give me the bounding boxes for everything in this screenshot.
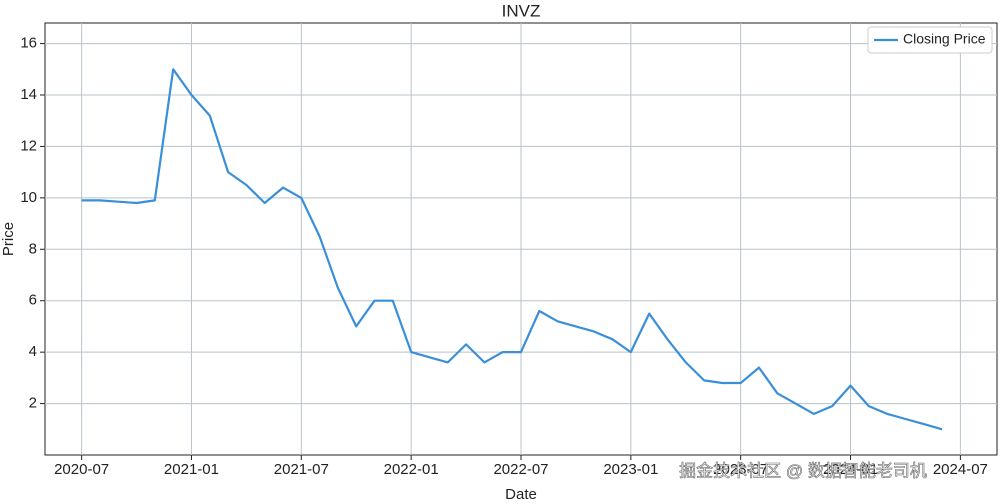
y-tick-label: 14 bbox=[20, 86, 37, 103]
x-tick-label: 2023-01 bbox=[603, 461, 658, 478]
y-tick-label: 8 bbox=[29, 240, 37, 257]
y-tick-label: 16 bbox=[20, 35, 37, 52]
y-tick-label: 6 bbox=[29, 292, 37, 309]
y-tick-label: 10 bbox=[20, 189, 37, 206]
x-tick-label: 2022-07 bbox=[493, 461, 548, 478]
x-tick-label: 2021-07 bbox=[274, 461, 329, 478]
x-tick-label: 2024-07 bbox=[933, 461, 988, 478]
y-tick-label: 2 bbox=[29, 395, 37, 412]
watermark: 掘金技术社区 @ 数据智能老司机 bbox=[679, 461, 927, 480]
legend-label: Closing Price bbox=[903, 31, 986, 47]
x-tick-label: 2021-01 bbox=[164, 461, 219, 478]
x-tick-label: 2020-07 bbox=[54, 461, 109, 478]
x-tick-label: 2022-01 bbox=[384, 461, 439, 478]
y-tick-label: 4 bbox=[29, 343, 37, 360]
y-tick-label: 12 bbox=[20, 137, 37, 154]
x-axis-label: Date bbox=[505, 486, 537, 503]
y-axis-label: Price bbox=[0, 222, 17, 256]
x-tick-label: 2023-07 bbox=[713, 461, 768, 478]
x-tick-label: 2024-01 bbox=[823, 461, 878, 478]
price-line bbox=[81, 68, 943, 431]
chart-title: INVZ bbox=[502, 1, 541, 20]
legend: Closing Price bbox=[867, 26, 993, 54]
legend-box bbox=[867, 26, 993, 54]
